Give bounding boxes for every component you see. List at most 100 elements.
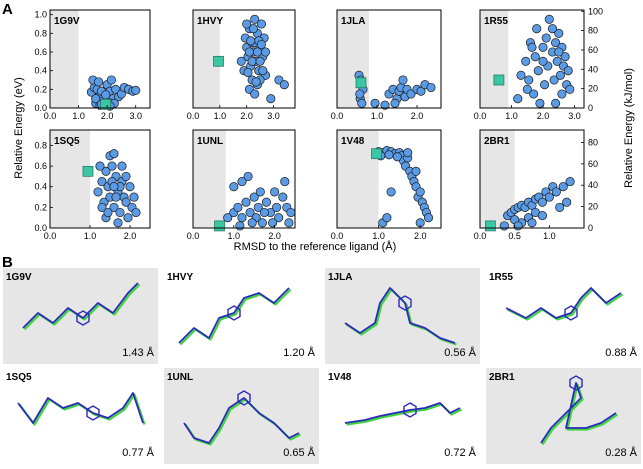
reference-point [355,77,367,89]
data-point [513,221,523,231]
y-tick-label-right: 80 [588,137,598,147]
ligand-panel-background [164,368,319,464]
data-point [280,177,290,187]
data-point [527,42,537,52]
data-point [246,36,256,46]
scatter-panel-1r55: 1R55 0.0 1.0 2.0 3.0 0 20 40 60 80 100 [474,6,603,121]
x-tick-label: 2.0 [414,231,427,241]
x-tick-label: 3.0 [129,111,142,121]
data-point [522,84,532,94]
data-point [261,197,271,207]
protein-label: 1G9V [54,16,80,27]
ligand-panel-2br1: 2BR1 0.28 Å [486,368,641,464]
x-tick-label: 3.0 [267,111,280,121]
protein-label: 1SQ5 [54,136,80,147]
data-point [107,161,117,171]
docked-ligand-pose [540,382,617,444]
data-point [247,56,257,66]
data-point [284,218,294,228]
data-point [250,14,260,24]
ligand-label: 1V48 [328,372,352,383]
x-tick-label: 2.0 [411,111,424,121]
data-point [250,89,260,99]
data-point [386,187,396,197]
x-tick-label: 2.0 [268,231,281,241]
data-point [529,89,539,99]
data-point [558,182,568,192]
data-point [94,77,104,87]
ligand-panel-1v48: 1V48 0.72 Å [325,368,480,464]
data-point [384,150,394,160]
data-point [537,211,547,221]
data-point [233,202,243,212]
low-rmsd-shade [337,130,379,228]
y-axis-left-label: Relative Energy (eV) [13,77,25,179]
reference-point [214,220,225,232]
data-point [563,66,573,76]
ligand-panel-background [325,368,480,464]
docked-ligand-pose [344,287,456,344]
aromatic-ring [403,402,417,418]
data-point [131,85,141,95]
data-point [255,187,265,197]
data-point [243,67,253,78]
protein-label: 1V48 [341,136,365,147]
scatter-panel-1g9v: 1G9V 0.0 1.0 2.0 3.0 0.0 0.2 0.4 0.6 0.8 1.0 [34,9,151,121]
ligand-label: 1R55 [489,272,513,283]
data-point [117,161,127,171]
data-point [260,47,271,57]
ligand-panel-1g9v: 1G9V 1.43 Å [3,268,158,364]
docked-ligand-pose [505,287,622,319]
data-point [392,152,402,162]
data-point [554,47,564,57]
aromatic-ring [398,295,412,311]
data-point [547,24,558,34]
data-point [544,192,554,202]
x-tick-label: 1.0 [543,231,556,241]
low-rmsd-shade [50,130,90,228]
data-point [109,202,119,212]
rmsd-value: 1.43 Å [122,346,154,359]
y-tick-label-right: 60 [588,45,598,55]
data-point [274,213,284,223]
docked-ligand-pose [178,287,290,344]
data-point [268,218,278,228]
scatter-panels: 1G9V 0.0 1.0 2.0 3.0 0.0 0.2 0.4 0.6 0.8 1.0 1HVY 0.… [34,6,603,241]
data-point [248,24,258,34]
scatter-panel-1sq5: 1SQ5 0.0 1.0 2.0 0.0 0.2 0.4 0.6 0.8 [34,129,151,241]
panel-b-letter: B [2,254,13,271]
x-axis-label: RMSD to the reference ligand (Å) [234,240,397,253]
x-tick-label: 2.0 [124,231,137,241]
aromatic-ring [564,305,578,321]
x-tick-label: 0.0 [187,231,200,241]
data-point [565,84,575,94]
data-point [247,218,257,228]
plot-frame [192,129,296,229]
data-point [256,19,266,29]
reference-point [213,55,224,67]
y-tick-label: 0.6 [34,161,47,171]
docked-ligand-pose [22,282,139,329]
protein-label: 1JLA [341,16,365,27]
data-point [355,89,365,99]
reference-ligand-pose [541,383,619,446]
y-tick-label: 0.2 [34,202,47,212]
data-point [242,19,252,29]
protein-label: 1UNL [197,136,223,147]
aromatic-ring [569,375,583,391]
y-tick-label: 0.4 [34,182,47,192]
data-point [565,177,575,187]
ligand-panel-background [325,268,480,364]
x-tick-label: 0.0 [187,111,200,121]
rmsd-value: 1.20 Å [283,346,315,359]
rmsd-value: 0.65 Å [283,446,315,459]
y-tick-label: 0.0 [34,103,47,113]
data-point [513,94,523,104]
ligand-panel-1jla: 1JLA 0.56 Å [325,268,480,364]
x-tick-label: 1.0 [371,111,384,121]
protein-label: 1HVY [197,16,223,27]
ligand-panel-1hvy: 1HVY 1.20 Å [164,268,319,364]
data-point [241,197,251,207]
ligand-label: 1UNL [167,372,193,383]
x-tick-label: 1.0 [505,111,518,121]
